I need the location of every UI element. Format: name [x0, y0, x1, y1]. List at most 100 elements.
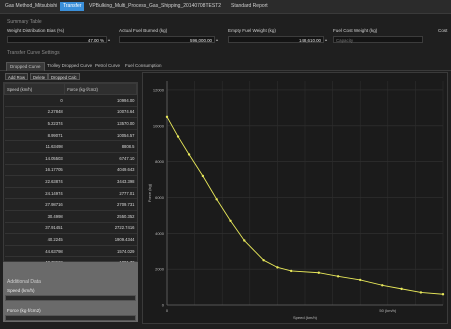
data-point [381, 284, 384, 287]
data-point [229, 219, 232, 222]
document-tab-bar: Gas Method_Mitsubishi Transfer VPBulking… [0, 0, 451, 14]
force-cell[interactable]: 1909.4344 [64, 233, 137, 246]
force-cell[interactable]: 3443.398 [64, 175, 137, 188]
force-speed-chart: 12000 10000 8000 6000 4000 2000 0 0 50 (km/h) Spe… [142, 72, 448, 324]
force-cell[interactable]: 6747.10 [64, 152, 137, 165]
stepper-arrow-icon[interactable]: ▴ [325, 37, 328, 42]
stepper-arrow-icon[interactable]: ▴ [108, 37, 111, 42]
summary-section-title: Summary Table [7, 19, 42, 25]
speed-cell[interactable]: 2.27848 [4, 106, 65, 119]
additional-data-panel: Additional Data Speed (km/h) Force (kg·f… [3, 262, 138, 322]
tab-gas-method[interactable]: Gas Method_Mitsubishi [5, 3, 58, 9]
data-point [187, 153, 191, 156]
y-tick-label: 2000 [155, 267, 165, 272]
column-header-force[interactable]: Force (kg·f/cm2) [64, 83, 137, 95]
table-row[interactable]: 44.63798 1574.029 [4, 245, 137, 258]
force-cell[interactable]: 10994.00 [64, 94, 137, 107]
y-tick-label: 10000 [153, 123, 165, 128]
speed-cell[interactable]: 30.4998 [4, 210, 65, 223]
cost-label: Cost [438, 28, 448, 33]
speed-input[interactable] [5, 295, 136, 301]
speed-cell[interactable]: 14.05503 [4, 152, 65, 165]
tab-transfer[interactable]: Transfer [60, 2, 85, 11]
y-tick-label: 4000 [155, 231, 165, 236]
force-cell[interactable]: 13570.00 [64, 117, 137, 130]
table-row[interactable]: 22.63874 3443.398 [4, 175, 137, 188]
data-point [276, 266, 279, 269]
data-point [359, 278, 362, 282]
data-point [441, 293, 445, 296]
table-row[interactable]: 2.27848 10074.64 [4, 106, 137, 119]
force-cell[interactable]: 2777.01 [64, 187, 137, 200]
subtab-trolley-dropped-curve[interactable]: Trolley Dropped Curve [47, 63, 93, 68]
additional-section-title: Additional Data [7, 279, 41, 285]
table-row[interactable]: 40.2245 1909.4344 [4, 233, 137, 246]
force-cell[interactable]: 10054.57 [64, 129, 137, 142]
force-cell[interactable]: 2722.7416 [64, 222, 137, 235]
delete-button[interactable]: Delete [30, 73, 49, 80]
add-row-button[interactable]: Add Row [5, 73, 28, 80]
fuel-cost-label: Fuel Cost Weight (kg) [333, 28, 378, 33]
dropped-calc-button[interactable]: Dropped Calc [48, 73, 80, 80]
data-point [317, 271, 320, 274]
speed-cell[interactable]: 40.2245 [4, 233, 65, 246]
x-tick-label: 50 (km/h) [379, 308, 397, 313]
data-point [290, 269, 293, 273]
actual-fuel-field[interactable]: 596,000.00 [119, 36, 215, 43]
data-table-panel: Speed (km/h) Force (kg·f/cm2) 0 10994.00 2… [3, 82, 138, 304]
data-point [262, 259, 265, 262]
speed-cell[interactable]: 24.14974 [4, 187, 65, 200]
subtab-petrol-curve[interactable]: Petrol Curve [95, 63, 121, 68]
force-cell[interactable]: 4049.643 [64, 164, 137, 177]
subtab-fuel-consumption[interactable]: Fuel Consumption [125, 63, 162, 68]
table-row[interactable]: 14.05503 6747.10 [4, 152, 137, 165]
table-row[interactable]: 16.17705 4049.643 [4, 164, 137, 177]
force-cell[interactable]: 2550.352 [64, 210, 137, 223]
y-axis-label: Force (kg) [147, 183, 152, 202]
fuel-cost-field[interactable]: Capacity [333, 36, 423, 43]
data-point [419, 291, 423, 294]
speed-cell[interactable]: 0 [4, 94, 65, 107]
speed-cell[interactable]: 27.98716 [4, 198, 65, 211]
table-row[interactable]: 37.91451 2722.7416 [4, 222, 137, 235]
subtab-dropped-curve[interactable]: Dropped Curve [6, 62, 45, 71]
weight-distribution-field[interactable]: 47.00 % [7, 36, 107, 43]
force-cell[interactable]: 10074.64 [64, 106, 137, 119]
data-point [336, 275, 340, 278]
force-input[interactable] [5, 315, 136, 321]
speed-cell[interactable]: 37.91451 [4, 222, 65, 235]
force-cell[interactable]: 8808.5 [64, 140, 137, 153]
table-row[interactable]: 27.98716 2709.731 [4, 198, 137, 211]
table-row[interactable]: 24.14974 2777.01 [4, 187, 137, 200]
speed-cell[interactable]: 5.22374 [4, 117, 65, 130]
y-tick-label: 8000 [155, 159, 165, 164]
speed-cell[interactable]: 8.99071 [4, 129, 65, 142]
tab-vpbulking[interactable]: VPBulking_Multi_Process_Gas_Shipping_201… [89, 3, 222, 9]
column-header-speed[interactable]: Speed (km/h) [3, 83, 66, 95]
force-cell[interactable]: 2709.731 [64, 198, 137, 211]
speed-cell[interactable]: 16.17705 [4, 164, 65, 177]
table-row[interactable]: 0 10994.00 [4, 94, 137, 107]
data-point [201, 174, 205, 178]
y-tick-label: 6000 [155, 195, 165, 200]
data-point [243, 239, 246, 242]
table-row[interactable]: 11.63498 8808.5 [4, 140, 137, 153]
subtab-bar: Dropped Curve Trolley Dropped Curve Petr… [0, 61, 451, 71]
tab-standard-report[interactable]: Standard Report [231, 3, 268, 9]
force-cell[interactable]: 1574.029 [64, 245, 137, 258]
chart-svg: 12000 10000 8000 6000 4000 2000 00 50 (km/h) Spe… [147, 81, 445, 320]
speed-cell[interactable]: 22.63874 [4, 175, 65, 188]
table-row[interactable]: 8.99071 10054.57 [4, 129, 137, 142]
data-point [165, 115, 169, 119]
empty-fuel-field[interactable]: 148,610.00 [228, 36, 324, 43]
stepper-arrow-icon[interactable]: ▴ [216, 37, 219, 42]
speed-cell[interactable]: 44.63798 [4, 245, 65, 258]
table-row[interactable]: 30.4998 2550.352 [4, 210, 137, 223]
table-row[interactable]: 5.22374 13570.00 [4, 117, 137, 130]
settings-section-title: Transfer Curve Settings [7, 50, 60, 56]
x-axis-label: Speed (km/h) [293, 315, 318, 320]
weight-distribution-label: Weight Distribution Bias (%) [7, 28, 65, 33]
speed-cell[interactable]: 11.63498 [4, 140, 65, 153]
y-tick-label: 0 [162, 303, 165, 308]
data-point [400, 287, 403, 291]
